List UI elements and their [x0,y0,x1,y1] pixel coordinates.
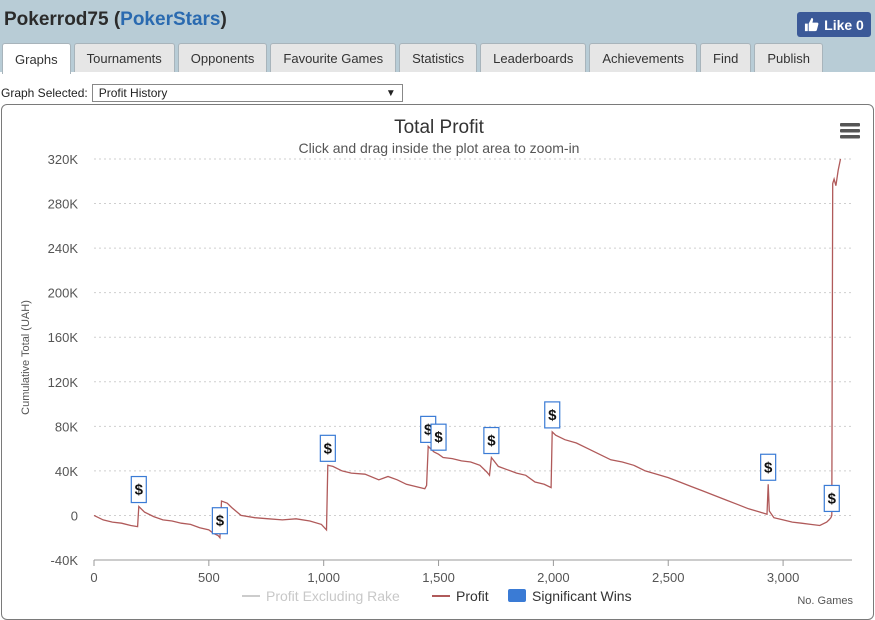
significant-win-flag[interactable]: $ [483,426,500,455]
x-tick-label: 2,000 [537,570,570,585]
like-label: Like 0 [824,16,864,33]
significant-win-flag[interactable]: $ [319,434,336,462]
tab-find[interactable]: Find [700,43,752,72]
tab-graphs[interactable]: Graphs [2,43,71,74]
chart-title: Total Profit [394,117,484,138]
tab-leaderboards[interactable]: Leaderboards [480,43,587,72]
win-flag-box [430,423,447,451]
y-tick-label: 0 [71,508,78,523]
y-tick-label: 280K [48,197,79,212]
legend-item-label[interactable]: Profit Excluding Rake [266,588,400,604]
win-flag-box [211,507,228,535]
menu-bar [840,129,860,133]
chart-panel[interactable]: Total Profit Click and drag inside the pl… [1,104,874,620]
site-link[interactable]: PokerStars [120,9,221,30]
graph-select-row: Graph Selected: Profit History ▼ [1,84,403,102]
win-flag-label: $ [487,433,496,450]
win-flag-label: $ [548,407,557,424]
win-flag-box [483,426,500,455]
significant-win-flag[interactable]: $ [823,484,840,513]
legend-item-label[interactable]: Significant Wins [532,588,632,604]
tab-statistics[interactable]: Statistics [399,43,478,72]
header-bar: Pokerrod75 (PokerStars) Like 0 Graphs To… [0,0,875,74]
win-flag-box [544,401,561,429]
win-flag-box [823,484,840,513]
x-tick-label: 0 [90,570,97,585]
y-tick-label: 80K [55,419,78,434]
win-flag-box [130,475,147,504]
chart-subtitle: Click and drag inside the plot area to z… [299,140,580,156]
significant-win-flag[interactable]: $ [130,475,147,504]
menu-bar [840,135,860,139]
tab-opponents[interactable]: Opponents [177,43,268,72]
y-tick-label: 120K [48,375,79,390]
thumbs-up-icon [805,17,819,32]
significant-win-flag[interactable]: $ [430,423,447,451]
graph-select-value: Profit History [98,86,168,100]
win-flag-label: $ [135,482,144,499]
y-tick-label: 240K [48,241,79,256]
profit-chart[interactable]: Total Profit Click and drag inside the pl… [2,105,874,620]
x-axis-title: No. Games [797,595,853,607]
win-flag-label: $ [764,459,773,476]
tab-publish[interactable]: Publish [754,43,823,72]
graph-select-dropdown[interactable]: Profit History ▼ [91,84,403,102]
win-flag-label: $ [828,490,837,507]
profit-series-line [93,158,842,540]
win-flag-box [760,453,777,481]
tab-bar: Graphs Tournaments Opponents Favourite G… [2,43,823,74]
win-flag-label: $ [324,440,333,457]
x-tick-label: 3,000 [767,570,800,585]
site-paren-open: ( [113,9,121,30]
significant-win-flag[interactable]: $ [544,401,561,429]
win-flag-label: $ [216,513,225,530]
x-tick-label: 1,000 [307,570,340,585]
page-title: Pokerrod75 (PokerStars) [4,9,227,31]
y-tick-label: 200K [48,286,79,301]
significant-win-flag[interactable]: $ [760,453,777,481]
tab-tournaments[interactable]: Tournaments [73,43,175,72]
y-tick-label: 160K [48,330,79,345]
win-flag-box [319,434,336,462]
y-tick-label: 40K [55,464,78,479]
player-name: Pokerrod75 [4,9,109,30]
x-tick-label: 2,500 [652,570,685,585]
y-tick-label: -40K [51,553,79,568]
site-paren-close: ) [220,9,227,30]
facebook-like-button[interactable]: Like 0 [797,12,871,37]
tab-favourite-games[interactable]: Favourite Games [270,43,397,72]
x-tick-label: 500 [198,570,220,585]
tab-achievements[interactable]: Achievements [589,43,698,72]
legend-swatch [508,589,526,602]
y-tick-label: 320K [48,152,79,167]
legend-item-label[interactable]: Profit [456,588,489,604]
y-axis-title: Cumulative Total (UAH) [20,300,32,415]
win-flag-label: $ [434,429,443,446]
significant-win-flag[interactable]: $ [211,507,228,535]
hamburger-menu-icon[interactable] [840,123,860,139]
graph-select-label: Graph Selected: [1,86,88,100]
menu-bar [840,123,860,127]
win-flag-label: $ [424,421,433,438]
x-tick-label: 1,500 [422,570,455,585]
triangle-down-icon: ▼ [385,87,396,99]
